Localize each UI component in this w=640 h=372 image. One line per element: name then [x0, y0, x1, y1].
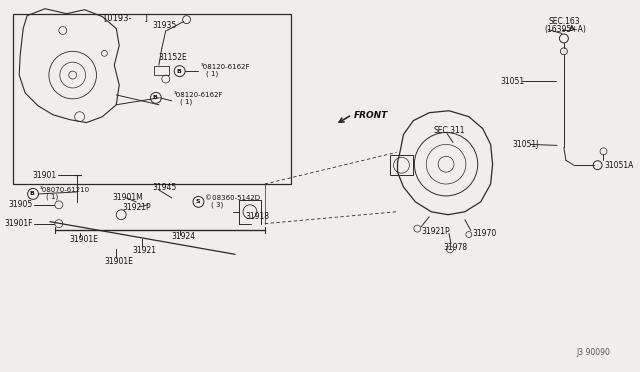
Text: 31970: 31970 — [473, 229, 497, 238]
Text: 31921: 31921 — [132, 246, 156, 255]
Text: B: B — [176, 68, 181, 74]
Text: SEC.311: SEC.311 — [433, 126, 465, 135]
Text: ³08120-6162F: ³08120-6162F — [200, 64, 250, 70]
Text: 31924: 31924 — [172, 232, 196, 241]
Text: 31905: 31905 — [9, 200, 33, 209]
Text: ( 3): ( 3) — [211, 202, 223, 208]
Text: 31901F: 31901F — [4, 219, 33, 228]
Text: B: B — [29, 192, 35, 196]
Text: 31901E: 31901E — [70, 235, 99, 244]
Bar — [13, 14, 291, 184]
Text: 31918: 31918 — [245, 212, 269, 221]
Text: S: S — [195, 199, 200, 204]
Text: [0193-     ]: [0193- ] — [104, 13, 148, 22]
Text: ³08070-61210: ³08070-61210 — [40, 187, 90, 193]
Text: B: B — [152, 95, 157, 100]
Text: 31945: 31945 — [152, 183, 176, 192]
Bar — [154, 66, 169, 75]
Text: ³08120-6162F: ³08120-6162F — [173, 92, 223, 98]
Text: J3 90090: J3 90090 — [577, 348, 611, 357]
Text: FRONT: FRONT — [354, 111, 388, 120]
Text: 31051: 31051 — [500, 77, 525, 86]
Text: ( 1): ( 1) — [206, 71, 219, 77]
Text: ©08360-5142D: ©08360-5142D — [205, 195, 260, 201]
Bar — [390, 155, 413, 175]
Text: 31051J: 31051J — [513, 140, 539, 149]
Text: 31152E: 31152E — [159, 53, 188, 62]
Text: SEC.163: SEC.163 — [548, 17, 580, 26]
Text: 31901E: 31901E — [104, 257, 133, 266]
Text: ( 1): ( 1) — [180, 99, 192, 105]
Text: 31901M: 31901M — [112, 193, 143, 202]
Text: 31921P: 31921P — [122, 203, 151, 212]
Text: ( 1): ( 1) — [46, 194, 58, 200]
Text: 31901: 31901 — [33, 171, 57, 180]
Text: 31051A: 31051A — [605, 161, 634, 170]
Text: 31935: 31935 — [152, 21, 176, 30]
Text: 31978: 31978 — [443, 243, 467, 252]
Text: (16395+A): (16395+A) — [544, 25, 586, 34]
Text: 31921P: 31921P — [421, 227, 450, 236]
